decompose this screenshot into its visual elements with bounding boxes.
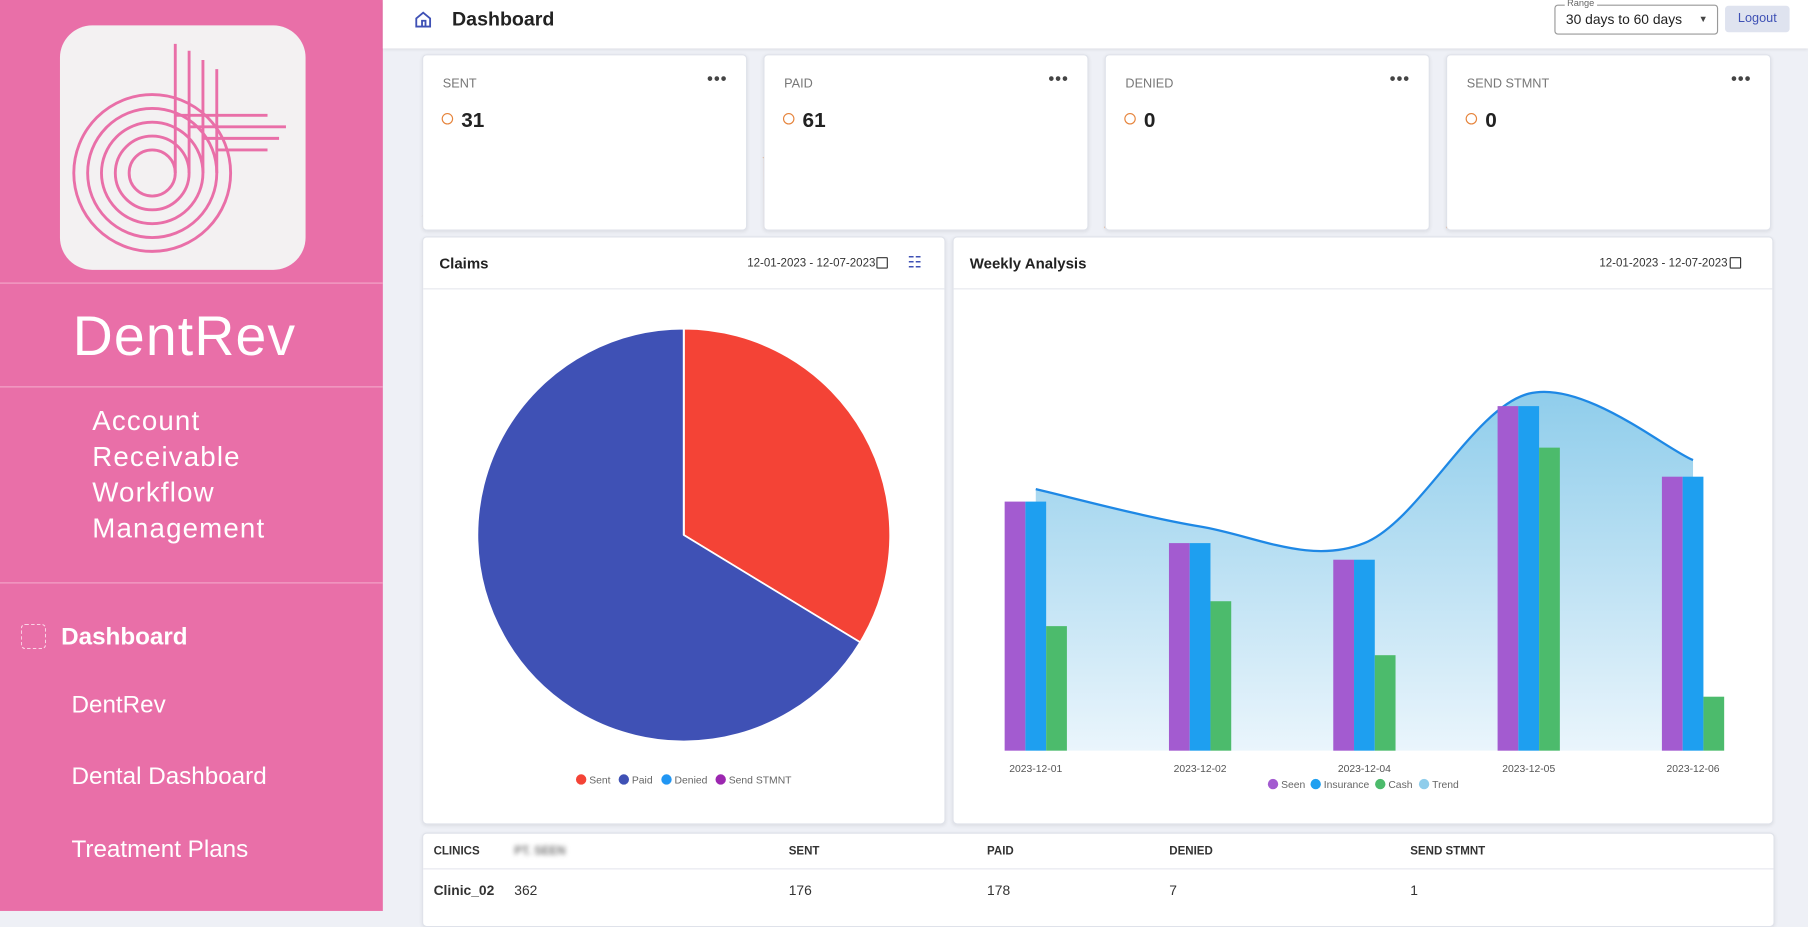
card-label: SENT: [442, 77, 477, 92]
table-header: SEND STMNT: [1410, 845, 1486, 858]
panel-title: Claims: [439, 254, 489, 273]
page-title: Dashboard: [452, 8, 555, 30]
bar: [1661, 476, 1683, 751]
bar: [1497, 406, 1519, 751]
bar: [1210, 601, 1232, 751]
logo: [59, 25, 306, 270]
trend-line: [1035, 390, 1694, 553]
bar: [1703, 696, 1725, 751]
pie-slice: [682, 327, 891, 644]
table-header: DENIED: [1169, 845, 1213, 858]
table-cell: 176: [788, 882, 812, 899]
table-header: SENT: [788, 845, 820, 858]
legend-label: Send STMNT: [729, 775, 792, 786]
menu-dots[interactable]: •••: [1048, 69, 1069, 88]
bar: [1518, 406, 1540, 751]
range-select[interactable]: Range 30 days to 60 days ▼: [1554, 0, 1719, 35]
legend-label: Insurance: [1324, 780, 1370, 791]
card-label: SEND STMNT: [1466, 77, 1550, 92]
card-label: DENIED: [1125, 77, 1174, 92]
table-cell: 1: [1410, 882, 1418, 899]
bar: [1025, 501, 1047, 751]
bar: [1374, 655, 1396, 751]
brand: DentRev: [72, 306, 297, 368]
legend-label: Trend: [1432, 780, 1459, 791]
x-tick-label: 2023-12-01: [1009, 764, 1062, 775]
bar: [1046, 626, 1067, 751]
table-header: PT. SEEN: [514, 845, 566, 858]
card-label: PAID: [784, 77, 813, 92]
logout-button[interactable]: Logout: [1725, 5, 1790, 33]
bar: [1539, 447, 1560, 751]
card-icon: [1465, 113, 1478, 125]
card-value: 61: [802, 108, 826, 132]
stat-card: PAID ••• 61: [763, 54, 1089, 231]
card-icon: [1124, 113, 1136, 125]
legend-dot: [575, 774, 587, 785]
card-icon: [441, 113, 454, 125]
x-tick-label: 2023-12-06: [1667, 764, 1720, 775]
header: Dashboard Range 30 days to 60 days ▼ Log…: [382, 0, 1808, 49]
nav-item[interactable]: Dashboard: [61, 623, 188, 651]
card-value: 0: [1485, 108, 1497, 132]
legend-label: Denied: [675, 775, 708, 786]
legend-dot: [618, 774, 630, 785]
calendar-icon[interactable]: [1729, 257, 1742, 269]
legend-dot: [661, 774, 672, 785]
nav-item[interactable]: Treatment Plans: [71, 835, 249, 863]
menu-dots[interactable]: •••: [707, 69, 728, 88]
calendar-icon[interactable]: [876, 257, 888, 269]
logo-mark: [72, 43, 286, 253]
legend-dot: [1375, 778, 1386, 790]
table-header: CLINICS: [433, 845, 480, 858]
legend-dot: [715, 774, 726, 785]
legend-label: Paid: [632, 775, 653, 786]
nav-item[interactable]: Dental Dashboard: [71, 763, 267, 790]
legend-dot: [1418, 778, 1430, 790]
panel-title: Weekly Analysis: [969, 254, 1087, 273]
bar: [1333, 559, 1355, 751]
range-label: Range: [1564, 0, 1597, 9]
bar: [1682, 476, 1704, 751]
legend-label: Sent: [589, 775, 610, 786]
table-cell: Clinic_02: [433, 882, 495, 899]
legend-label: Seen: [1281, 780, 1305, 791]
bar: [1168, 543, 1190, 751]
table-header: PAID: [987, 845, 1014, 858]
tagline: Account Receivable Workflow Management: [92, 405, 266, 545]
card-value: 0: [1143, 108, 1156, 132]
legend-label: Cash: [1388, 780, 1412, 791]
legend-dot: [1310, 778, 1321, 790]
stat-card: SENT ••• 31: [422, 54, 748, 231]
legend-dot: [1267, 778, 1279, 790]
x-tick-label: 2023-12-05: [1502, 764, 1555, 775]
date-range[interactable]: 12-01-2023 - 12-07-2023: [747, 257, 876, 270]
nav-item[interactable]: DentRev: [71, 691, 166, 719]
sidebar: DentRev Account Receivable Workflow Mana…: [0, 0, 383, 911]
filter-icon[interactable]: ☷: [907, 252, 922, 271]
table-cell: 362: [514, 882, 538, 899]
stat-card: DENIED ••• 0: [1104, 54, 1430, 231]
bar: [1004, 501, 1026, 751]
card-value: 31: [461, 108, 485, 132]
bar: [1354, 559, 1375, 751]
menu-dots[interactable]: •••: [1731, 69, 1752, 88]
bar: [1189, 543, 1211, 751]
table-cell: 7: [1169, 882, 1177, 899]
caret: ▼: [1698, 13, 1708, 25]
stat-card: SEND STMNT ••• 0: [1445, 54, 1772, 231]
nav-icon: [20, 623, 47, 650]
card-icon: [782, 113, 795, 125]
x-tick-label: 2023-12-04: [1338, 764, 1391, 775]
home-icon: [415, 11, 432, 28]
x-tick-label: 2023-12-02: [1174, 764, 1227, 775]
table-cell: 178: [987, 882, 1011, 899]
range-value: 30 days to 60 days: [1565, 11, 1683, 28]
menu-dots[interactable]: •••: [1389, 69, 1411, 88]
date-range[interactable]: 12-01-2023 - 12-07-2023: [1599, 257, 1728, 270]
pie-slice: [476, 327, 862, 743]
